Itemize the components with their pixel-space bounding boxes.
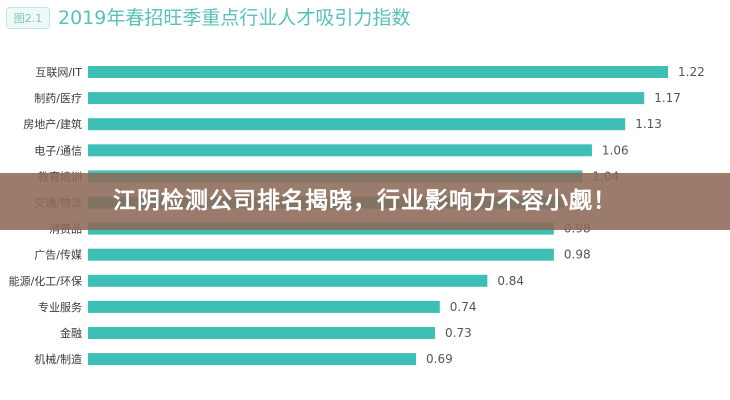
bar <box>88 92 645 105</box>
value-label: 1.06 <box>602 143 629 157</box>
bar <box>88 118 626 131</box>
bar <box>88 353 417 366</box>
value-label: 1.17 <box>654 91 681 105</box>
category-label: 专业服务 <box>38 300 82 314</box>
category-label: 房地产/建筑 <box>23 117 82 131</box>
value-label: 0.74 <box>450 300 477 314</box>
bar <box>88 248 554 261</box>
bar <box>88 144 592 157</box>
figure-badge: 图2.1 <box>6 7 50 29</box>
chart-title: 2019年春招旺季重点行业人才吸引力指数 <box>58 7 411 29</box>
category-label: 互联网/IT <box>35 66 82 79</box>
headline-banner: 江阴检测公司排名揭晓，行业影响力不容小觑！ <box>0 173 730 230</box>
bar <box>88 274 488 287</box>
bar <box>88 66 668 78</box>
category-label: 制药/医疗 <box>34 91 82 105</box>
value-label: 0.73 <box>445 326 472 340</box>
category-label: 金融 <box>60 326 82 340</box>
category-label: 能源/化工/环保 <box>9 274 82 288</box>
headline-text: 江阴检测公司排名揭晓，行业影响力不容小觑！ <box>113 188 617 214</box>
category-label: 广告/传媒 <box>34 249 82 262</box>
value-label: 1.13 <box>635 117 662 131</box>
value-label: 1.22 <box>678 65 705 79</box>
value-label: 0.84 <box>497 274 524 288</box>
category-label: 电子/通信 <box>34 144 82 157</box>
value-label: 0.69 <box>426 352 453 366</box>
bar <box>88 300 440 313</box>
value-label: 0.98 <box>564 248 591 262</box>
category-label: 机械/制造 <box>34 352 82 366</box>
bar <box>88 327 436 339</box>
